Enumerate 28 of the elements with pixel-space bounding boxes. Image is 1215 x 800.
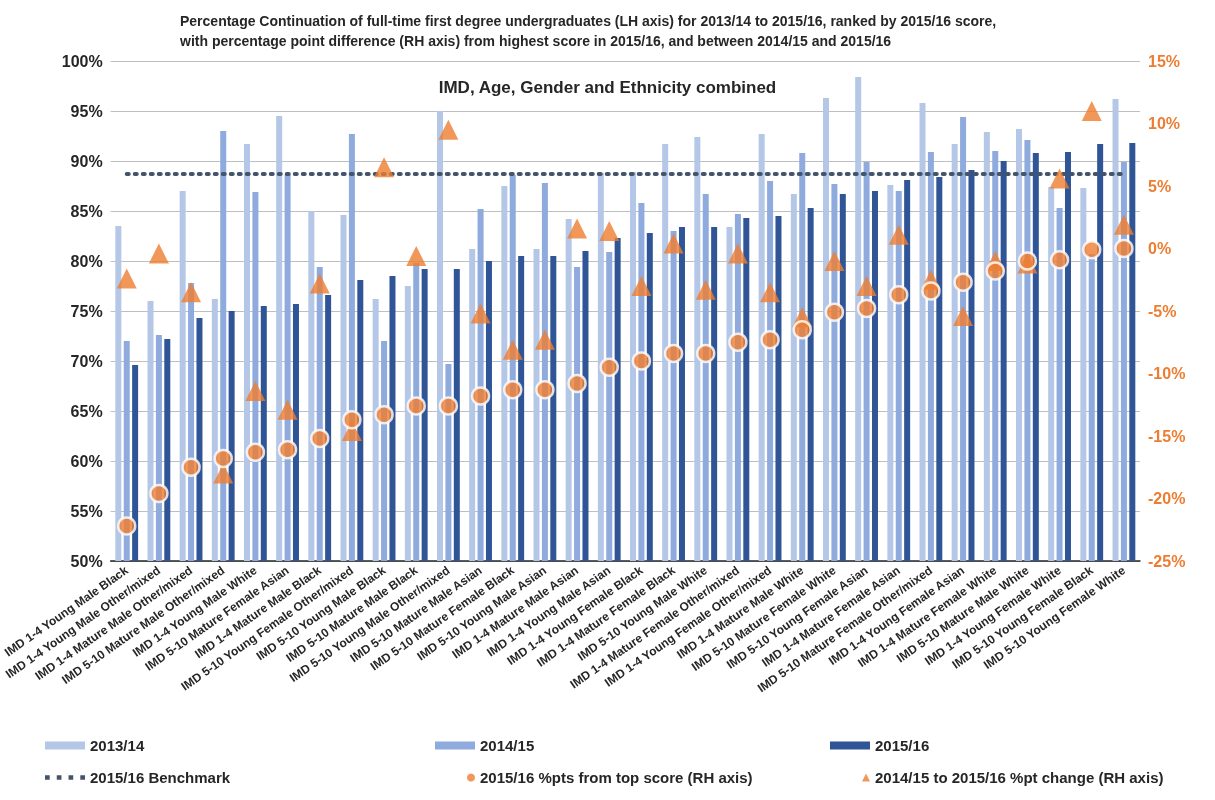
y2-tick-label: 0% (1148, 240, 1172, 257)
y2-tick-label: -15% (1148, 427, 1186, 445)
legend-label: 2014/15 to 2015/16 %pt change (RH axis) (875, 769, 1164, 786)
y-tick-label: 55% (70, 502, 103, 520)
y-tick-label: 95% (70, 102, 103, 120)
legend-label: 2015/16 (875, 737, 930, 754)
y2-tick-label: -20% (1148, 490, 1186, 507)
legend-label: 2013/14 (90, 737, 145, 754)
legend-label: 2015/16 %pts from top score (RH axis) (480, 769, 753, 786)
legend-label: 2015/16 Benchmark (90, 769, 231, 786)
legend-label: 2014/15 (480, 737, 535, 754)
y2-tick-label: 5% (1148, 177, 1172, 195)
y-tick-label: 75% (70, 302, 103, 320)
y2-tick-label: -10% (1148, 365, 1186, 382)
y-tick-label: 65% (70, 402, 103, 420)
y-tick-label: 70% (70, 352, 103, 370)
text: IMD, Age, Gender and Ethnicity combined (438, 78, 777, 97)
y-tick-label: 100% (61, 52, 103, 70)
y-tick-label: 85% (70, 202, 103, 220)
y-tick-label: 60% (70, 452, 103, 470)
y2-tick-label: -25% (1148, 552, 1186, 570)
y-tick-label: 80% (70, 252, 103, 270)
y2-tick-label: 10% (1148, 115, 1181, 132)
chart-title: Percentage Continuation of full-time first degree undergraduates (LH axis) for 2013/14 to 2015/16, ranked by 2015/16 score, with percentage point difference (RH axis) from highest score in 2015/16, and between 2014/15 and 2015/16 (179, 13, 1001, 49)
y2-tick-label: 15% (1148, 52, 1181, 70)
y-tick-label: 90% (70, 152, 103, 170)
y-tick-label: 50% (70, 552, 103, 570)
y2-tick-label: -5% (1148, 302, 1177, 320)
